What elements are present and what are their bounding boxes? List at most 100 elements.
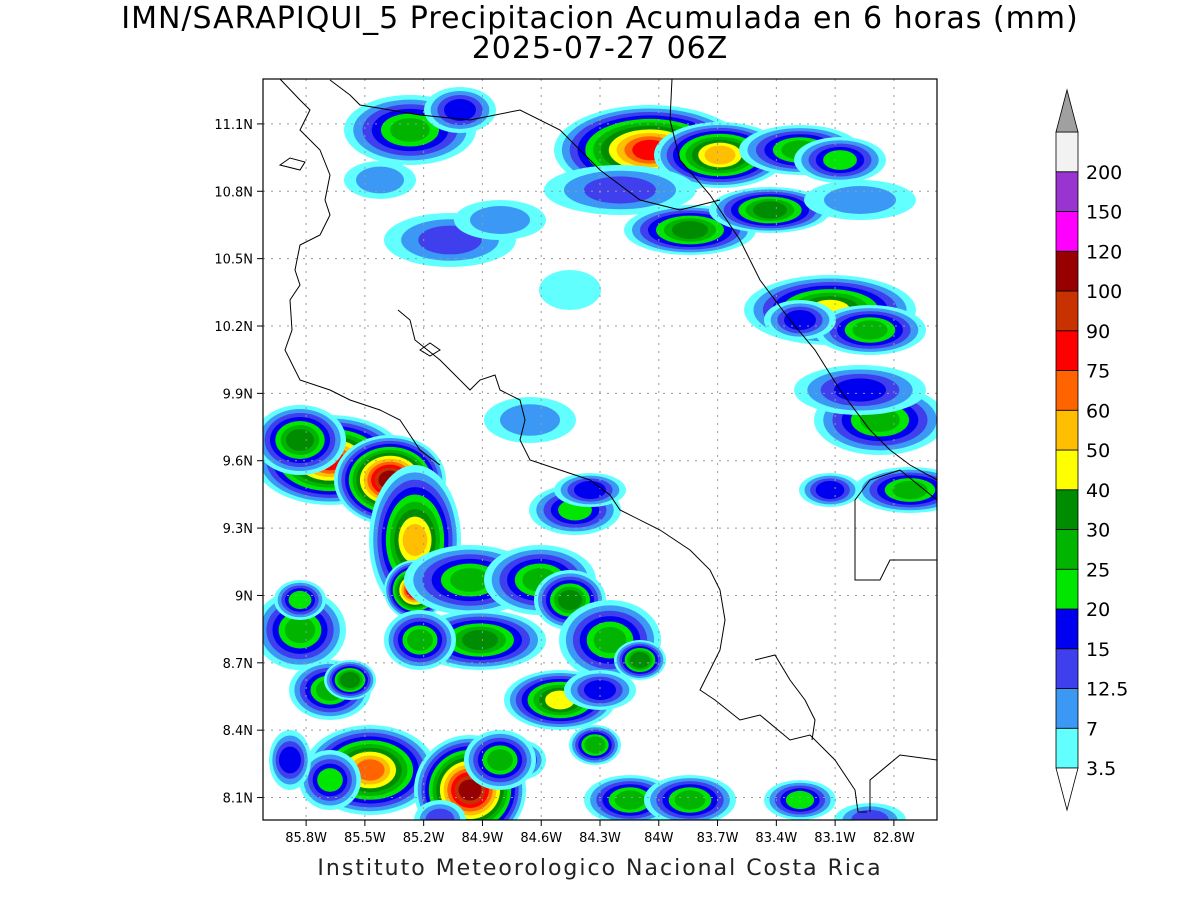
precipitation-field: [263, 87, 937, 820]
colorbar-swatch: [1055, 688, 1079, 729]
colorbar-over-triangle: [1055, 88, 1079, 133]
lon-tick-label: 84W: [644, 831, 674, 846]
colorbar-swatch: [1055, 727, 1079, 769]
colorbar-label: 120: [1086, 241, 1122, 263]
colorbar-swatch: [1055, 370, 1079, 411]
precip-contour: [402, 523, 428, 557]
colorbar-swatch: [1055, 608, 1079, 650]
colorbar-label: 90: [1086, 321, 1110, 343]
map-title: IMN/SARAPIQUI_5 Precipitacion Acumulada …: [121, 1, 1079, 36]
lat-tick-label: 10.2N: [214, 320, 253, 335]
lat-tick-label: 10.5N: [214, 253, 253, 268]
colorbar-label: 7: [1086, 718, 1098, 740]
precip-contour: [584, 176, 656, 204]
lon-tick-label: 84.9W: [462, 831, 504, 846]
colorbar-label: 25: [1086, 559, 1110, 581]
precip-contour: [317, 768, 343, 792]
colorbar-label: 15: [1086, 639, 1110, 661]
precip-contour: [390, 118, 430, 142]
precip-contour: [584, 680, 616, 700]
precip-contour: [630, 652, 650, 668]
small-island-north: [278, 157, 306, 171]
lon-tick-label: 85.8W: [285, 831, 327, 846]
precip-contour: [574, 481, 606, 499]
nicoya-gulf-coast: [397, 309, 867, 813]
precip-contour: [462, 630, 498, 650]
precip-contour: [753, 201, 787, 219]
panama-coast: [869, 754, 937, 812]
lon-tick-label: 85.2W: [403, 831, 445, 846]
precip-contour: [444, 99, 476, 121]
institution-footer: Instituto Meteorologico Nacional Costa R…: [317, 856, 883, 881]
precip-contour: [470, 206, 530, 234]
colorbar-label: 200: [1086, 162, 1122, 184]
lat-lon-grid: [263, 79, 937, 820]
colorbar-swatch: [1055, 330, 1079, 371]
lat-tick-label: 9.6N: [223, 455, 253, 470]
colorbar-label: 30: [1086, 520, 1110, 542]
precip-contour: [815, 481, 845, 499]
lon-tick-label: 83.7W: [697, 831, 739, 846]
colorbar: 3.5 7 12.5 15 20 25 30 40 50 60 75 90 100 120 150 200: [1055, 88, 1128, 812]
precip-contour: [539, 270, 601, 310]
lon-tick-label: 83.1W: [814, 831, 856, 846]
colorbar-label: 75: [1086, 361, 1110, 383]
lat-tick-label: 8.4N: [223, 724, 253, 739]
precip-contour: [672, 221, 708, 239]
map-axes: 85.8W 85.5W 85.2W 84.9W 84.6W 84.3W 84W 83.7W 83…: [214, 118, 915, 846]
osa-peninsula-coast: [754, 654, 816, 741]
lon-tick-label: 85.5W: [344, 831, 386, 846]
colorbar-swatch: [1055, 648, 1079, 689]
precip-contour: [355, 759, 385, 781]
colorbar-swatch: [1055, 171, 1079, 212]
precip-contour: [284, 616, 316, 644]
lat-tick-label: 9N: [235, 589, 253, 604]
coastline-borders: [278, 79, 937, 813]
precip-contour: [852, 320, 888, 340]
precip-contour: [286, 429, 314, 451]
precip-contour: [674, 790, 706, 810]
precip-contour: [356, 166, 404, 194]
precip-contour: [892, 480, 928, 500]
colorbar-under-triangle: [1055, 767, 1079, 812]
colorbar-label: 150: [1086, 202, 1122, 224]
lat-tick-label: 9.3N: [223, 522, 253, 537]
colorbar-label: 40: [1086, 480, 1110, 502]
precip-contour: [823, 150, 857, 170]
panama-border: [854, 469, 937, 581]
colorbar-label: 100: [1086, 281, 1122, 303]
precip-contour: [785, 790, 815, 810]
colorbar-swatch: [1055, 449, 1079, 491]
lon-tick-label: 83.4W: [755, 831, 797, 846]
precip-contour: [704, 145, 736, 165]
lon-tick-label: 84.3W: [579, 831, 621, 846]
lat-tick-label: 8.1N: [223, 792, 253, 807]
colorbar-swatch: [1055, 131, 1079, 173]
colorbar-swatch: [1055, 489, 1079, 530]
precip-contour: [784, 310, 816, 330]
precip-contour: [407, 629, 433, 651]
precip-contour: [279, 746, 301, 774]
map-subtitle-date: 2025-07-27 06Z: [471, 31, 729, 66]
precip-contour: [834, 378, 886, 402]
precip-contour: [425, 808, 455, 820]
colorbar-label: 12.5: [1086, 679, 1128, 701]
lon-tick-label: 84.6W: [520, 831, 562, 846]
lat-tick-label: 9.9N: [223, 387, 253, 402]
caribbean-coast: [669, 79, 937, 481]
colorbar-swatch: [1055, 211, 1079, 252]
lat-tick-label: 11.1N: [214, 118, 253, 133]
precip-contour: [450, 568, 490, 592]
precip-contour: [487, 749, 513, 771]
precip-contour: [584, 736, 606, 754]
colorbar-swatch: [1055, 529, 1079, 570]
colorbar-swatch: [1055, 250, 1079, 292]
colorbar-label: 60: [1086, 400, 1110, 422]
colorbar-label: 20: [1086, 599, 1110, 621]
precip-contour: [288, 590, 312, 610]
colorbar-label: 3.5: [1086, 758, 1116, 780]
precip-contour: [824, 186, 896, 214]
colorbar-label: 50: [1086, 440, 1110, 462]
precip-contour: [593, 626, 627, 654]
